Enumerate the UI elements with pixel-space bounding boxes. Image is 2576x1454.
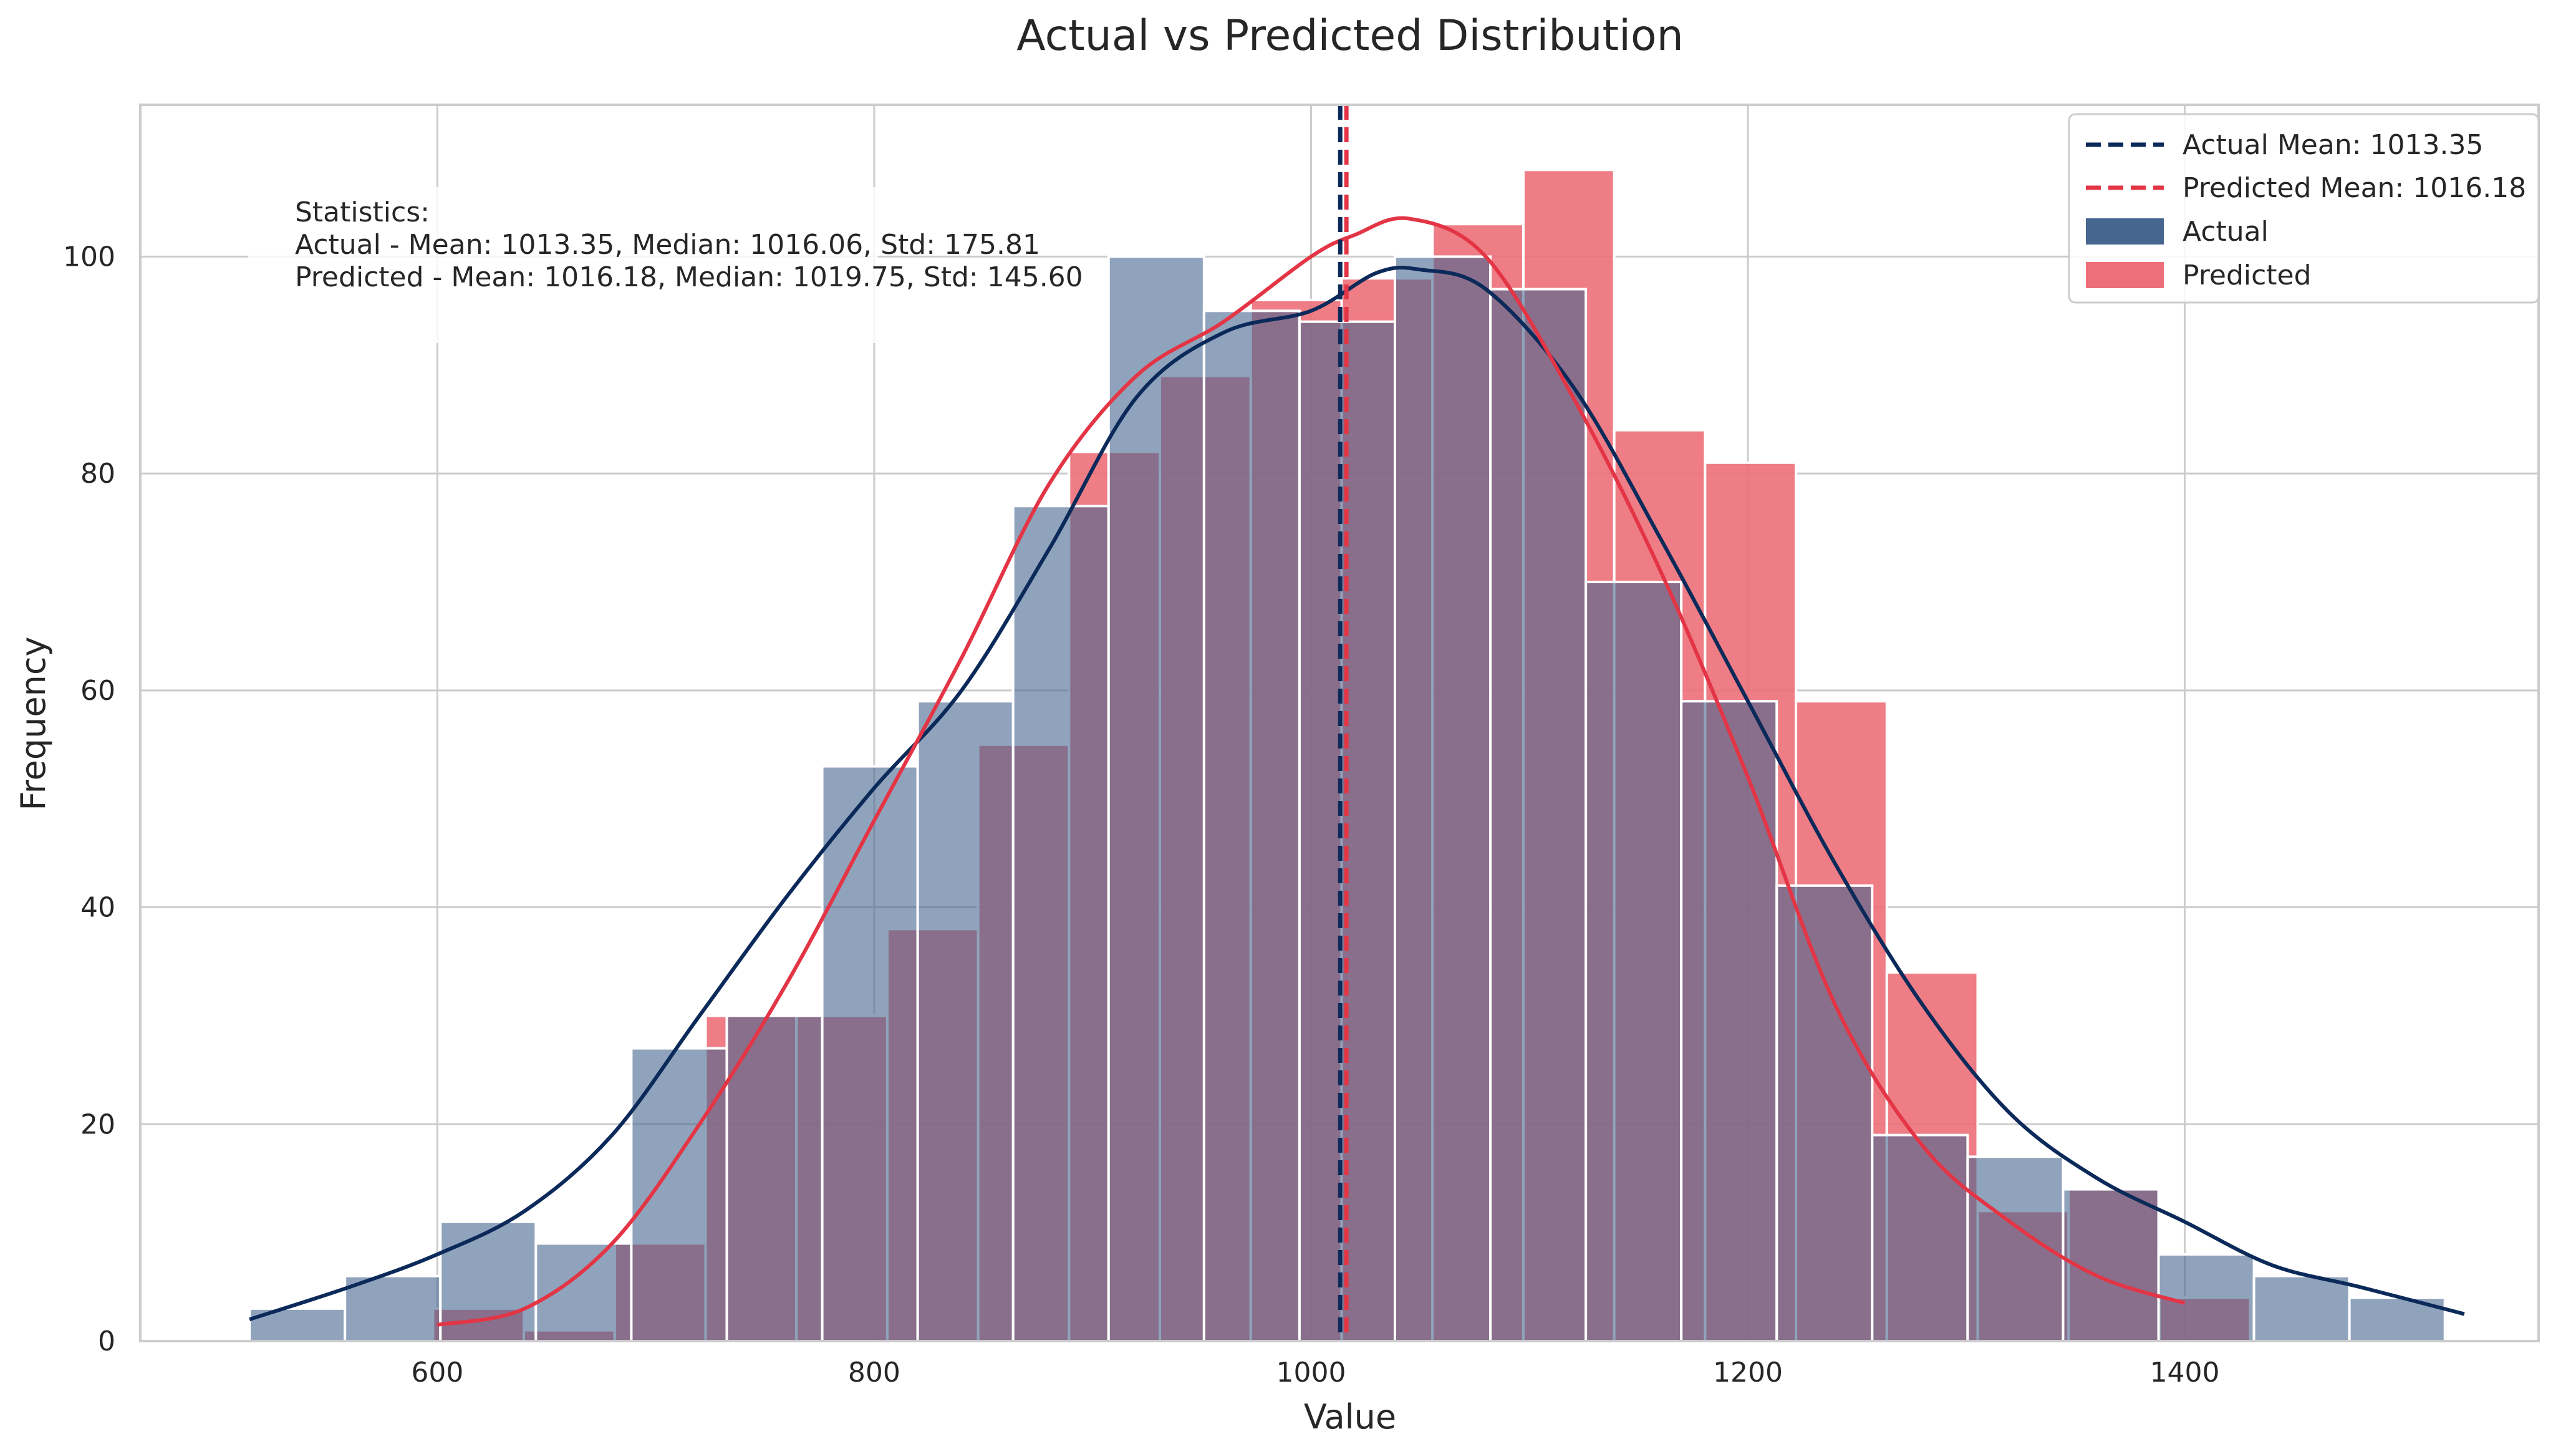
actual-bar (534, 1242, 633, 1343)
actual-bar (1585, 580, 1683, 1343)
legend-label-actual-mean: Actual Mean: 1013.35 (2183, 129, 2483, 161)
predicted-kde-curve (437, 216, 2186, 1327)
y-axis-label: Frequency (14, 637, 53, 811)
y-tick-label: 100 (63, 241, 115, 273)
stats-predicted: Predicted - Mean: 1016.18, Median: 1019.… (295, 261, 1083, 293)
actual-bar (1202, 309, 1301, 1342)
legend-swatch-predicted (2086, 262, 2164, 288)
actual-bar (2252, 1274, 2351, 1342)
x-tick-label: 600 (411, 1357, 463, 1389)
legend-label-actual: Actual (2183, 216, 2269, 248)
actual-bar (1107, 255, 1205, 1342)
actual-bar (1011, 505, 1110, 1342)
chart-title: Actual vs Predicted Distribution (1016, 11, 1683, 61)
mean-lines (1338, 105, 1349, 1341)
actual-bar (1393, 255, 1492, 1342)
actual-bar (916, 700, 1015, 1342)
x-tick-label: 1200 (1713, 1357, 1783, 1389)
stats-box-background (248, 187, 878, 343)
actual-bar (344, 1274, 442, 1342)
y-tick-label: 0 (98, 1326, 115, 1357)
x-axis-label: Value (1304, 1397, 1396, 1437)
y-tick-label: 60 (80, 675, 115, 707)
legend-label-predicted-mean: Predicted Mean: 1016.18 (2183, 172, 2526, 204)
legend-swatch-actual (2086, 218, 2164, 245)
kde-curves (249, 216, 2465, 1327)
actual-bar (821, 765, 919, 1342)
stats-actual: Actual - Mean: 1013.35, Median: 1016.06,… (295, 229, 1040, 261)
actual-bar (630, 1047, 728, 1343)
x-tick-label: 800 (848, 1357, 900, 1389)
y-tick-label: 20 (80, 1108, 115, 1140)
legend-frame (2068, 113, 2540, 304)
y-tick-label: 40 (80, 892, 115, 924)
actual-kde-curve (249, 266, 2465, 1322)
plot-frame (139, 104, 2540, 1342)
actual-bar (1489, 288, 1588, 1342)
actual-bar (1871, 1133, 1969, 1342)
x-tick-label: 1000 (1276, 1357, 1346, 1389)
legend: Actual Mean: 1013.35 Predicted Mean: 101… (2068, 113, 2540, 304)
y-tick-label: 80 (80, 458, 115, 490)
stats-title: Statistics: (295, 196, 430, 228)
stats-box: Statistics: Actual - Mean: 1013.35, Medi… (248, 187, 1083, 343)
actual-bar (2157, 1253, 2255, 1342)
tick-labels: 600 800 1000 1200 1400 0 20 40 60 80 100 (63, 241, 2220, 1389)
actual-bar (725, 1014, 824, 1342)
legend-label-predicted: Predicted (2183, 259, 2312, 291)
actual-bar (1775, 884, 1874, 1342)
actual-bar (1680, 700, 1778, 1342)
x-tick-label: 1400 (2150, 1357, 2220, 1389)
